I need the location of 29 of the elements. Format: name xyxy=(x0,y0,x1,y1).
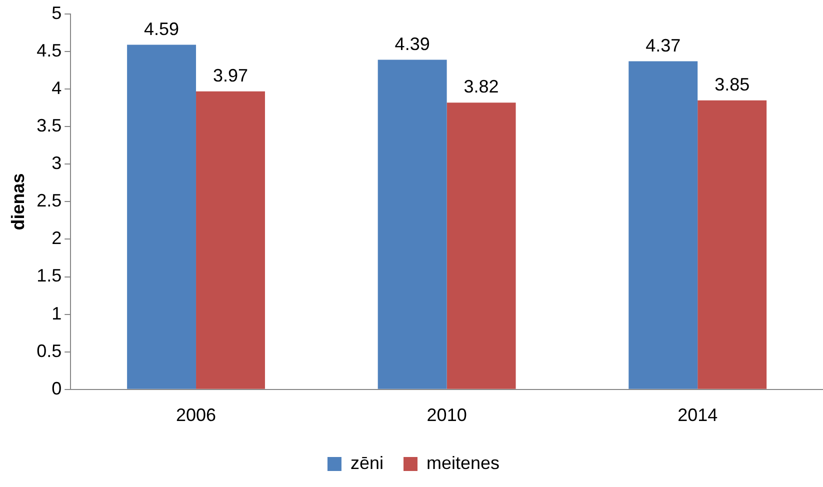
legend-label: meitenes xyxy=(426,452,500,473)
data-label: 4.39 xyxy=(394,34,430,54)
bar xyxy=(196,91,265,389)
data-label: 3.82 xyxy=(464,76,499,97)
y-tick-label: 5 xyxy=(52,2,62,23)
data-label: 4.59 xyxy=(144,18,180,39)
legend-label: zēni xyxy=(350,452,384,473)
bar xyxy=(127,44,196,389)
bar xyxy=(446,102,516,389)
x-tick-label: 2010 xyxy=(426,405,467,426)
y-tick-label: 2.5 xyxy=(36,190,62,211)
bar xyxy=(378,60,447,389)
x-tick-label: 2014 xyxy=(678,405,718,426)
y-tick-label: 4 xyxy=(52,78,62,98)
y-tick-label: 2 xyxy=(52,228,62,248)
bar xyxy=(698,100,767,389)
data-label: 3.85 xyxy=(714,74,750,94)
data-label: 3.97 xyxy=(212,65,248,86)
data-label: 4.37 xyxy=(646,35,681,56)
y-tick-label: 4.5 xyxy=(36,40,62,61)
y-tick-label: 3 xyxy=(52,153,62,174)
y-tick-label: 0 xyxy=(52,378,62,398)
y-tick-label: 3.5 xyxy=(36,116,62,136)
y-axis-title: dienas xyxy=(8,173,28,230)
bar xyxy=(628,61,698,389)
y-tick-label: 1.5 xyxy=(36,266,62,286)
y-tick-label: 1 xyxy=(52,303,62,324)
y-tick-label: 0.5 xyxy=(36,340,62,361)
x-tick-label: 2006 xyxy=(176,405,216,426)
